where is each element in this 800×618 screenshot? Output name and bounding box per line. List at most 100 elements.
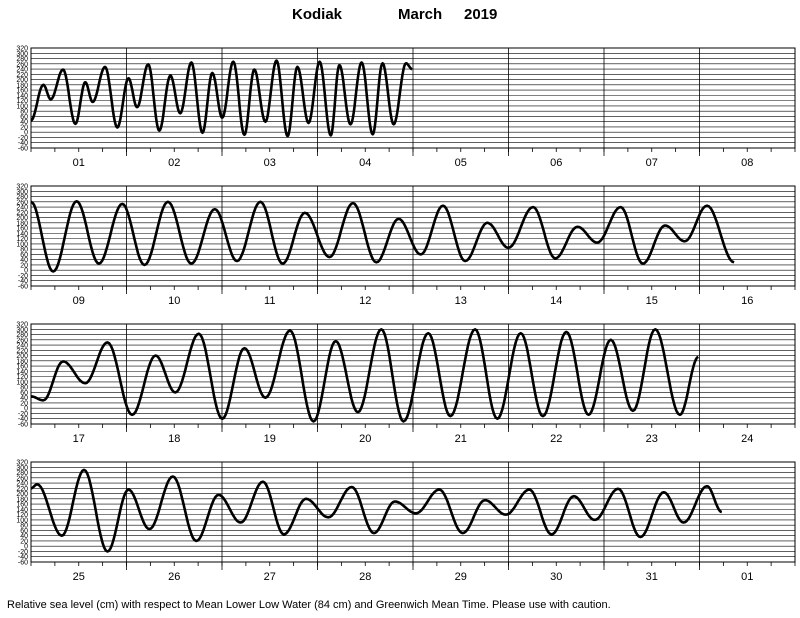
tide-curve <box>30 328 699 423</box>
y-tick-label: -40 <box>18 140 28 147</box>
y-tick-label: 120 <box>16 236 28 243</box>
day-label: 17 <box>73 433 85 445</box>
y-tick-label: 200 <box>16 353 28 360</box>
y-tick-label: -20 <box>18 411 28 418</box>
month-label: March <box>398 6 443 23</box>
y-tick-label: 140 <box>16 507 28 514</box>
tide-curve <box>30 59 413 138</box>
y-tick-label: -40 <box>18 278 28 285</box>
y-tick-label: 140 <box>16 93 28 100</box>
y-tick-label: 220 <box>16 486 28 493</box>
day-label: 10 <box>168 295 180 307</box>
y-tick-label: 240 <box>16 481 28 488</box>
y-tick-label: 280 <box>16 470 28 477</box>
day-label: 15 <box>646 295 658 307</box>
y-tick-label: 40 <box>20 395 28 402</box>
day-label: 01 <box>73 157 85 169</box>
y-tick-label: 40 <box>20 533 28 540</box>
day-label: 08 <box>741 157 753 169</box>
day-label: 20 <box>359 433 371 445</box>
tide-curve <box>30 200 735 273</box>
y-tick-label: 260 <box>16 61 28 68</box>
y-tick-label: 280 <box>16 332 28 339</box>
y-tick-label: 0 <box>24 544 28 551</box>
y-tick-label: -40 <box>18 554 28 561</box>
y-tick-label: 160 <box>16 502 28 509</box>
y-tick-label: 40 <box>20 119 28 126</box>
y-tick-label: 160 <box>16 88 28 95</box>
y-tick-label: 80 <box>20 523 28 530</box>
y-tick-label: 80 <box>20 109 28 116</box>
y-tick-label: 100 <box>16 103 28 110</box>
y-tick-label: -60 <box>18 560 28 567</box>
day-label: 28 <box>359 571 371 583</box>
y-tick-label: 280 <box>16 56 28 63</box>
y-tick-label: 200 <box>16 215 28 222</box>
y-tick-label: 260 <box>16 199 28 206</box>
day-label: 11 <box>264 295 275 307</box>
y-tick-label: -60 <box>18 146 28 153</box>
year-label: 2019 <box>464 6 498 23</box>
y-tick-label: 160 <box>16 364 28 371</box>
y-tick-label: 20 <box>20 262 28 269</box>
y-tick-label: 140 <box>16 231 28 238</box>
y-tick-label: 300 <box>16 51 28 58</box>
day-label: 29 <box>455 571 467 583</box>
day-label: 21 <box>455 433 467 445</box>
y-tick-label: 0 <box>24 130 28 137</box>
y-tick-label: 60 <box>20 390 28 397</box>
y-tick-label: 0 <box>24 406 28 413</box>
y-tick-label: 180 <box>16 220 28 227</box>
y-tick-label: 180 <box>16 496 28 503</box>
y-tick-label: -20 <box>18 135 28 142</box>
y-tick-label: 0 <box>24 268 28 275</box>
y-tick-label: 200 <box>16 491 28 498</box>
y-tick-label: -60 <box>18 422 28 429</box>
y-tick-label: 160 <box>16 226 28 233</box>
y-tick-label: 20 <box>20 124 28 131</box>
day-label: 30 <box>550 571 562 583</box>
day-label: 25 <box>73 571 85 583</box>
day-label: 18 <box>168 433 180 445</box>
y-tick-label: 100 <box>16 379 28 386</box>
y-tick-label: 220 <box>16 210 28 217</box>
y-tick-label: 120 <box>16 512 28 519</box>
y-tick-label: 120 <box>16 98 28 105</box>
y-tick-label: 260 <box>16 337 28 344</box>
day-label: 09 <box>73 295 85 307</box>
y-tick-label: 260 <box>16 475 28 482</box>
chart-caption: Relative sea level (cm) with respect to … <box>7 599 611 611</box>
y-tick-label: 240 <box>16 205 28 212</box>
chart-header: Kodiak March 2019 <box>0 4 800 26</box>
day-label: 13 <box>455 295 467 307</box>
day-label: 06 <box>550 157 562 169</box>
y-tick-label: 300 <box>16 327 28 334</box>
y-tick-label: 20 <box>20 538 28 545</box>
y-tick-label: 320 <box>16 322 28 329</box>
y-tick-label: -20 <box>18 549 28 556</box>
y-tick-label: 140 <box>16 369 28 376</box>
day-label: 01 <box>741 571 753 583</box>
y-tick-label: 80 <box>20 247 28 254</box>
day-label: 24 <box>741 433 753 445</box>
y-tick-label: 100 <box>16 241 28 248</box>
tide-curve <box>30 468 723 553</box>
y-tick-label: 80 <box>20 385 28 392</box>
day-label: 26 <box>168 571 180 583</box>
day-label: 31 <box>646 571 658 583</box>
y-tick-label: 280 <box>16 194 28 201</box>
y-tick-label: 240 <box>16 67 28 74</box>
day-label: 19 <box>264 433 276 445</box>
y-tick-label: 300 <box>16 465 28 472</box>
y-tick-label: 320 <box>16 184 28 191</box>
y-tick-label: 220 <box>16 72 28 79</box>
y-tick-label: 40 <box>20 257 28 264</box>
y-tick-label: 180 <box>16 82 28 89</box>
day-label: 07 <box>646 157 658 169</box>
day-label: 03 <box>264 157 276 169</box>
y-tick-label: -20 <box>18 273 28 280</box>
y-tick-label: 60 <box>20 528 28 535</box>
y-tick-label: -60 <box>18 284 28 291</box>
day-label: 05 <box>455 157 467 169</box>
